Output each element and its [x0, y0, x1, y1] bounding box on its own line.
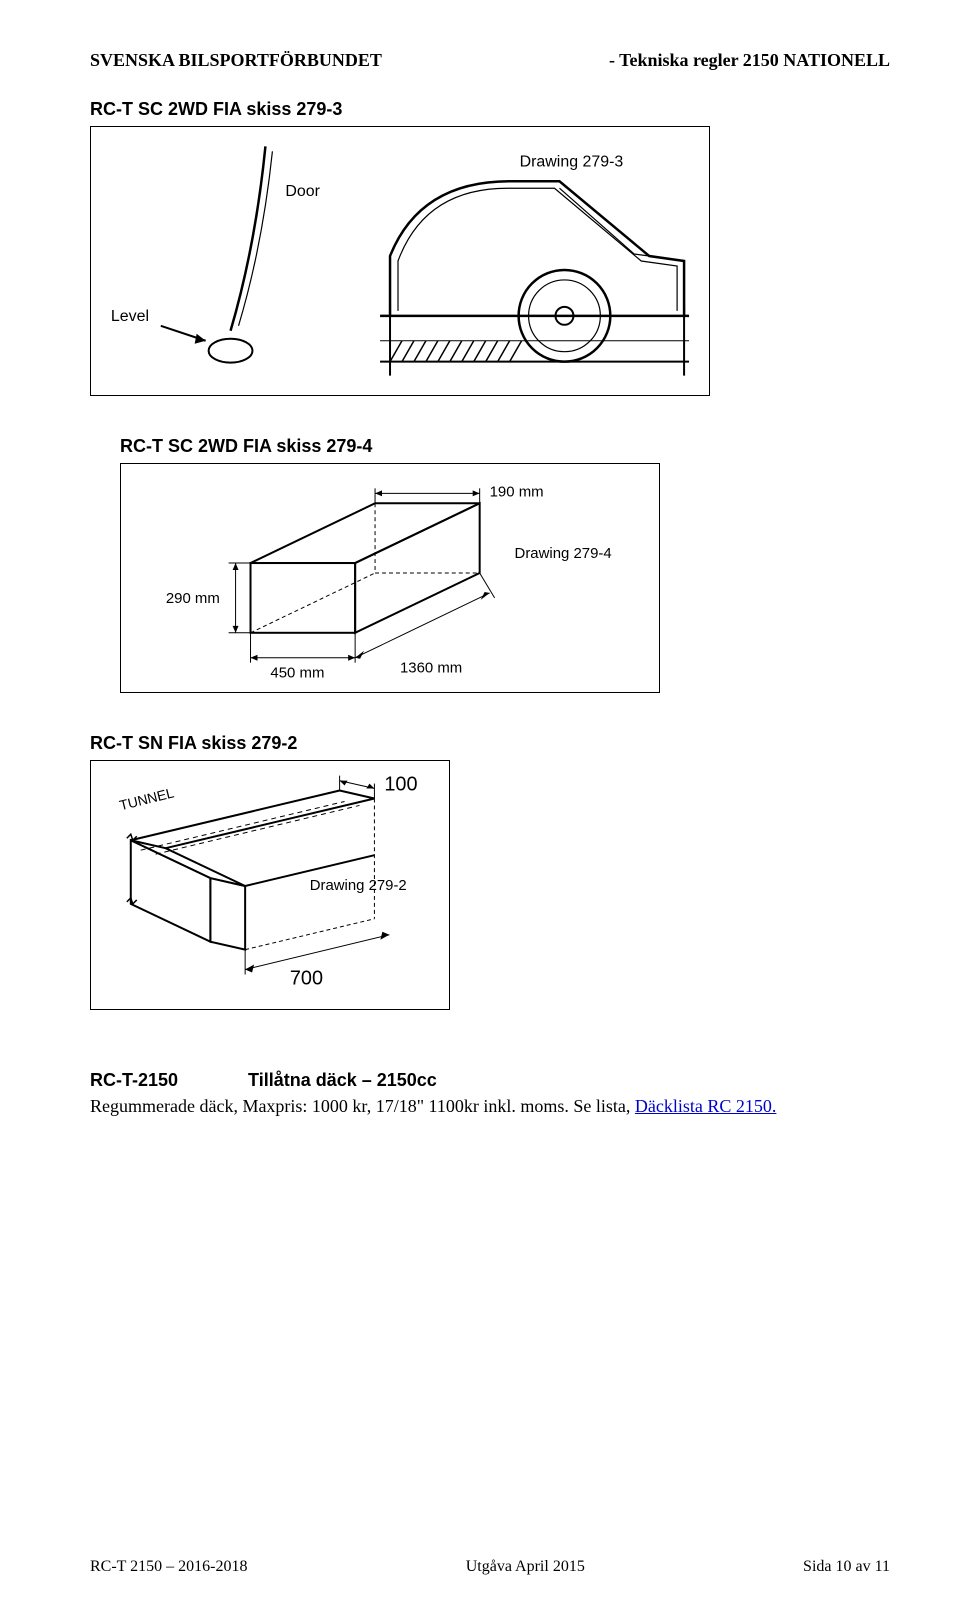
drawing-279-4: 190 mm 290 mm 450 mm 1360 mm Drawing 279…	[120, 463, 660, 693]
header-left: SVENSKA BILSPORTFÖRBUNDET	[90, 50, 382, 71]
tunnel-label: TUNNEL	[118, 784, 176, 813]
dim-700: 700	[290, 967, 323, 989]
dim-450: 450 mm	[270, 665, 324, 682]
footer-right: Sida 10 av 11	[803, 1558, 890, 1576]
section-heading: Tillåtna däck – 2150cc	[248, 1070, 437, 1091]
page-footer: RC-T 2150 – 2016-2018 Utgåva April 2015 …	[90, 1558, 890, 1576]
dacklista-link[interactable]: Däcklista RC 2150.	[635, 1096, 777, 1116]
dim-100: 100	[384, 774, 417, 796]
drawing-caption-279-2: Drawing 279-2	[310, 878, 407, 894]
section-body: Regummerade däck, Maxpris: 1000 kr, 17/1…	[90, 1095, 890, 1118]
dim-290: 290 mm	[166, 590, 220, 607]
header-right: - Tekniska regler 2150 NATIONELL	[609, 50, 890, 71]
sketch-title-279-4: RC-T SC 2WD FIA skiss 279-4	[120, 436, 890, 457]
footer-left: RC-T 2150 – 2016-2018	[90, 1558, 247, 1576]
dim-1360: 1360 mm	[400, 660, 462, 677]
door-label: Door	[285, 183, 320, 200]
drawing-279-2: TUNNEL 100 700 Drawing 279-2	[90, 760, 450, 1010]
sketch-title-279-2: RC-T SN FIA skiss 279-2	[90, 733, 890, 754]
section-body-text: Regummerade däck, Maxpris: 1000 kr, 17/1…	[90, 1096, 635, 1116]
dim-190: 190 mm	[490, 483, 544, 500]
drawing-caption-279-3: Drawing 279-3	[520, 153, 624, 170]
drawing-279-3: Door Level Drawing 279-3	[90, 126, 710, 396]
section-heading-row: RC-T-2150 Tillåtna däck – 2150cc	[90, 1070, 890, 1091]
sketch-title-279-3: RC-T SC 2WD FIA skiss 279-3	[90, 99, 890, 120]
footer-center: Utgåva April 2015	[466, 1558, 585, 1576]
page-header: SVENSKA BILSPORTFÖRBUNDET - Tekniska reg…	[90, 50, 890, 71]
section-code: RC-T-2150	[90, 1070, 178, 1091]
drawing-caption-279-4: Drawing 279-4	[515, 545, 612, 562]
level-label: Level	[111, 308, 149, 325]
